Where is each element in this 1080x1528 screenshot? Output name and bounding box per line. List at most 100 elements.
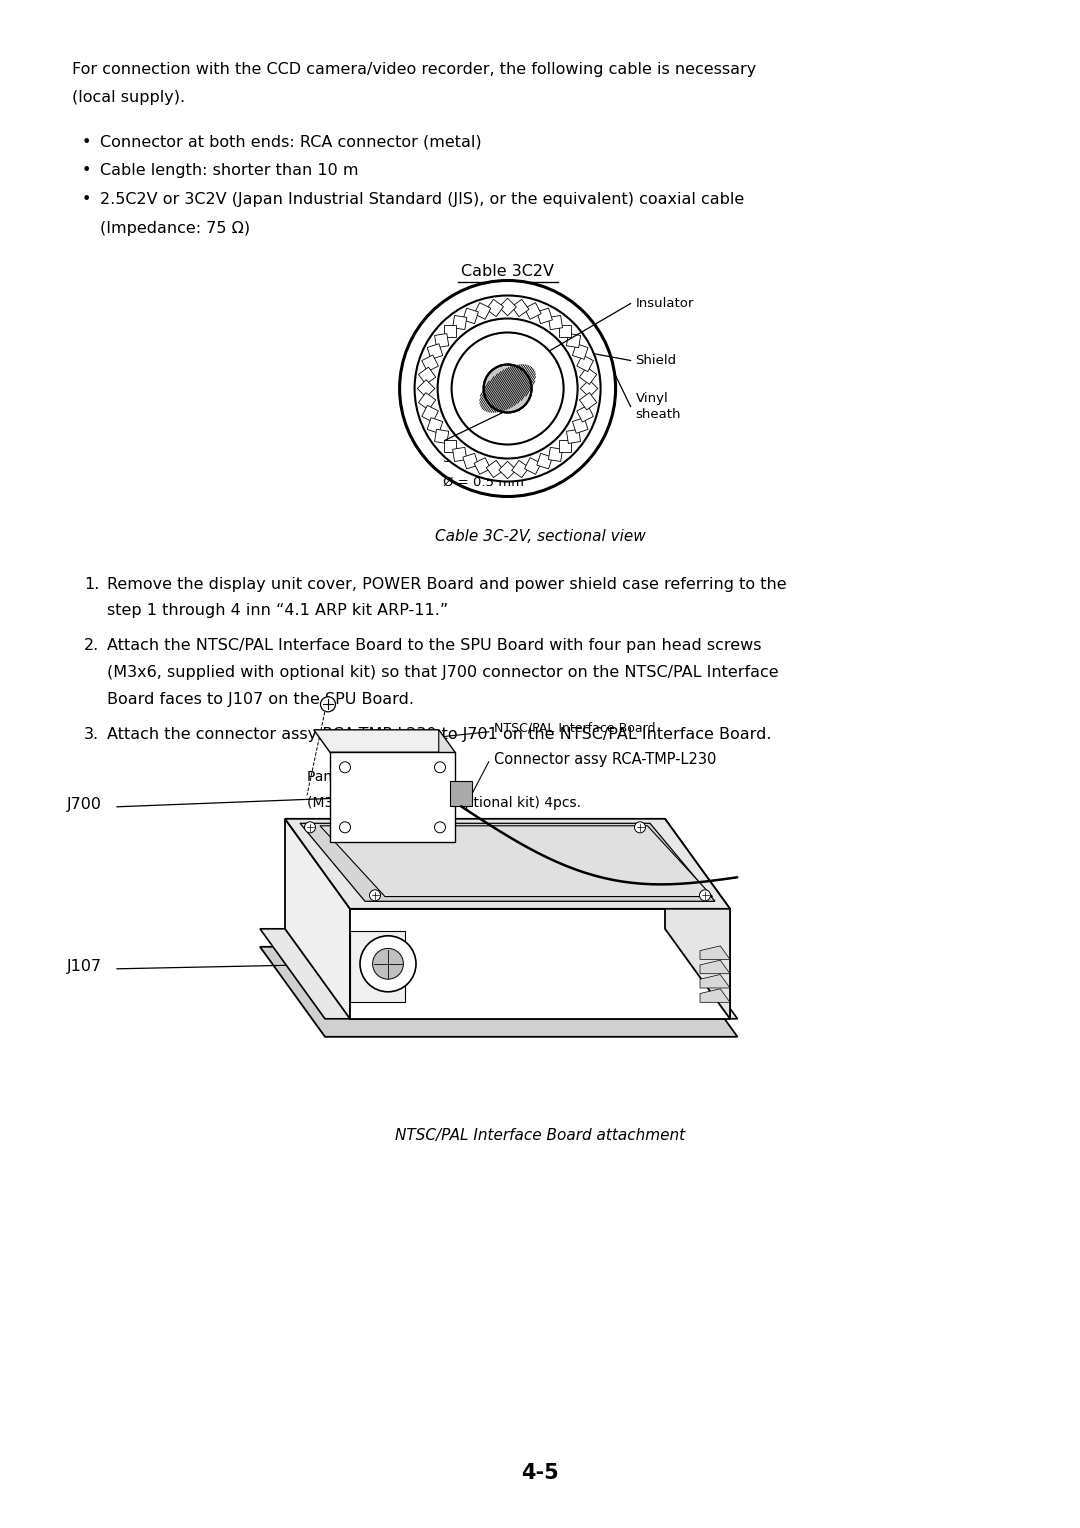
- Text: step 1 through 4 inn “4.1 ARP kit ARP-11.”: step 1 through 4 inn “4.1 ARP kit ARP-11…: [107, 604, 448, 619]
- Text: J700: J700: [67, 796, 102, 811]
- Polygon shape: [580, 367, 597, 385]
- Circle shape: [434, 762, 446, 773]
- Polygon shape: [453, 448, 467, 461]
- Text: •: •: [82, 193, 92, 206]
- Text: •: •: [82, 163, 92, 179]
- Circle shape: [305, 822, 315, 833]
- Polygon shape: [330, 752, 455, 842]
- Polygon shape: [512, 460, 529, 478]
- Polygon shape: [320, 825, 713, 897]
- Polygon shape: [350, 909, 730, 1019]
- Polygon shape: [418, 393, 435, 410]
- Polygon shape: [549, 448, 563, 461]
- Text: •: •: [82, 134, 92, 150]
- Polygon shape: [417, 380, 435, 397]
- Polygon shape: [314, 730, 455, 752]
- Text: 3.: 3.: [84, 726, 99, 741]
- Polygon shape: [486, 460, 503, 478]
- Polygon shape: [285, 819, 350, 1019]
- Text: Connector at both ends: RCA connector (metal): Connector at both ends: RCA connector (m…: [100, 134, 482, 150]
- Text: Insulator: Insulator: [636, 296, 694, 310]
- Polygon shape: [438, 730, 455, 842]
- Polygon shape: [572, 417, 588, 434]
- Polygon shape: [577, 405, 593, 422]
- Text: Attach the connector assy RCA-TMP-L230 to J701 on the NTSC/PAL Interface Board.: Attach the connector assy RCA-TMP-L230 t…: [107, 726, 771, 741]
- Circle shape: [451, 333, 564, 445]
- Polygon shape: [580, 380, 598, 397]
- Text: Cable 3C-2V, sectional view: Cable 3C-2V, sectional view: [434, 529, 646, 544]
- Circle shape: [360, 935, 416, 992]
- Text: (local supply).: (local supply).: [72, 90, 185, 105]
- Polygon shape: [537, 309, 552, 324]
- Polygon shape: [463, 309, 478, 324]
- Polygon shape: [700, 975, 730, 989]
- Polygon shape: [665, 819, 730, 1019]
- Text: Vinyl: Vinyl: [636, 393, 669, 405]
- Polygon shape: [428, 417, 443, 434]
- Circle shape: [369, 889, 380, 902]
- Text: Shield: Shield: [636, 354, 677, 367]
- Text: 2: 2: [542, 446, 549, 457]
- Polygon shape: [260, 947, 738, 1038]
- Text: Board faces to J107 on the SPU Board.: Board faces to J107 on the SPU Board.: [107, 692, 414, 707]
- Polygon shape: [444, 324, 456, 338]
- Polygon shape: [422, 354, 438, 371]
- Polygon shape: [474, 458, 490, 474]
- Polygon shape: [350, 931, 405, 1002]
- Circle shape: [339, 762, 351, 773]
- Text: (M3x6, supplied with optional kit) 4pcs.: (M3x6, supplied with optional kit) 4pcs.: [307, 796, 581, 810]
- Polygon shape: [444, 440, 456, 452]
- Polygon shape: [577, 354, 593, 371]
- Text: (Impedance: 75 Ω): (Impedance: 75 Ω): [100, 220, 251, 235]
- Circle shape: [484, 365, 531, 413]
- Polygon shape: [300, 824, 715, 902]
- Polygon shape: [418, 367, 435, 385]
- Polygon shape: [499, 298, 516, 316]
- Polygon shape: [453, 315, 467, 330]
- Text: J107: J107: [67, 958, 103, 973]
- Polygon shape: [434, 333, 448, 348]
- Polygon shape: [572, 344, 588, 359]
- Polygon shape: [512, 299, 529, 316]
- Text: Attach the NTSC/PAL Interface Board to the SPU Board with four pan head screws: Attach the NTSC/PAL Interface Board to t…: [107, 639, 761, 652]
- Text: Conductor: Conductor: [443, 428, 512, 440]
- Polygon shape: [285, 819, 730, 909]
- Polygon shape: [474, 303, 490, 319]
- Circle shape: [437, 318, 578, 458]
- Circle shape: [373, 949, 404, 979]
- Polygon shape: [567, 429, 581, 443]
- Text: S = 0.19 mm ²: S = 0.19 mm ²: [443, 452, 540, 466]
- Circle shape: [415, 295, 600, 481]
- Circle shape: [700, 889, 711, 902]
- Polygon shape: [450, 781, 472, 807]
- Polygon shape: [486, 299, 503, 316]
- Text: Connector assy RCA-TMP-L230: Connector assy RCA-TMP-L230: [494, 752, 716, 767]
- Text: Cable 3C2V: Cable 3C2V: [461, 263, 554, 278]
- Text: NTSC/PAL Interface Board attachment: NTSC/PAL Interface Board attachment: [395, 1128, 685, 1143]
- Text: Ø = 0.5 mm: Ø = 0.5 mm: [443, 475, 524, 489]
- Text: For connection with the CCD camera/video recorder, the following cable is necess: For connection with the CCD camera/video…: [72, 63, 756, 76]
- Text: NTSC/PAL Interface Board: NTSC/PAL Interface Board: [494, 721, 656, 735]
- Text: 1.: 1.: [84, 576, 99, 591]
- Circle shape: [339, 822, 351, 833]
- Text: Cable length: shorter than 10 m: Cable length: shorter than 10 m: [100, 163, 359, 179]
- Polygon shape: [434, 429, 448, 443]
- Circle shape: [400, 281, 616, 497]
- Text: 2.5C2V or 3C2V (Japan Industrial Standard (JIS), or the equivalent) coaxial cabl: 2.5C2V or 3C2V (Japan Industrial Standar…: [100, 193, 744, 206]
- Polygon shape: [559, 440, 571, 452]
- Polygon shape: [260, 929, 738, 1019]
- Polygon shape: [580, 393, 597, 410]
- Circle shape: [635, 822, 646, 833]
- Polygon shape: [559, 324, 571, 338]
- Polygon shape: [463, 454, 478, 469]
- Polygon shape: [499, 461, 516, 478]
- Polygon shape: [549, 315, 563, 330]
- Text: 4-5: 4-5: [522, 1462, 558, 1484]
- Polygon shape: [700, 960, 730, 973]
- Text: Pan head screws: Pan head screws: [307, 770, 423, 784]
- Text: Remove the display unit cover, POWER Board and power shield case referring to th: Remove the display unit cover, POWER Boa…: [107, 576, 786, 591]
- Polygon shape: [525, 458, 541, 474]
- Text: sheath: sheath: [636, 408, 681, 422]
- Polygon shape: [567, 333, 581, 348]
- Polygon shape: [700, 946, 730, 960]
